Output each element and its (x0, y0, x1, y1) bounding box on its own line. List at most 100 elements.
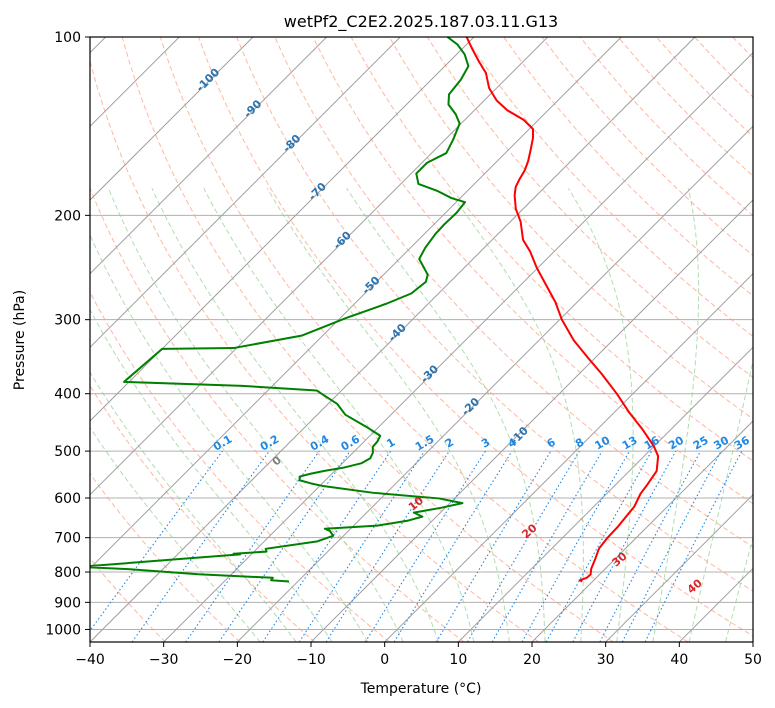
isotherm (90, 37, 401, 349)
mixing-ratio-label: 0.6 (339, 432, 363, 453)
y-tick-label: 900 (54, 595, 81, 611)
mixing-ratio-line (218, 450, 351, 642)
mixing-ratio-label: 2 (443, 436, 456, 451)
x-axis-label: Temperature (°C) (360, 681, 482, 697)
isotherm (236, 125, 753, 642)
mixing-ratio-line (572, 450, 677, 642)
isotherm (90, 37, 475, 422)
mixing-ratio-line (545, 450, 653, 642)
isotherm (90, 37, 254, 201)
moist-adiabat (90, 308, 333, 642)
moist-adiabat-label: 0 (270, 453, 284, 468)
isotherm (678, 567, 753, 642)
mixing-ratio-line (621, 450, 722, 642)
isotherm (90, 37, 328, 275)
mixing-ratio-label: 0.2 (258, 433, 281, 454)
mixing-ratio-label: 10 (593, 433, 613, 452)
mixing-ratio-line (185, 450, 320, 642)
mixing-ratio-label: 30 (711, 433, 731, 452)
dry-adiabat (90, 186, 465, 642)
y-axis-label: Pressure (hPa) (12, 290, 28, 390)
isotherm (90, 37, 622, 570)
dry-adiabat (694, 37, 753, 98)
mixing-ratio-label: 1.5 (413, 433, 436, 454)
isotherm-label: -50 (359, 273, 382, 296)
moist-adiabat (90, 371, 297, 642)
mixing-ratio-line (644, 450, 743, 642)
isotherm-label: -40 (386, 321, 409, 344)
isotherm-label: -90 (241, 97, 264, 120)
dry-adiabat (541, 37, 753, 257)
mixing-ratio-line (435, 450, 552, 642)
isotherm (163, 51, 753, 642)
y-tick-label: 400 (54, 387, 81, 403)
moist-adiabat (652, 188, 700, 642)
mixing-ratio-line (325, 450, 450, 642)
moist-adiabat (725, 536, 753, 642)
moist-adiabat (446, 187, 584, 642)
dry-adiabat (90, 291, 390, 642)
x-tick-label: −10 (296, 652, 326, 668)
moist-adiabat (568, 187, 634, 642)
mixing-ratio-line (131, 450, 270, 642)
mixing-ratio-label: 6 (545, 435, 558, 450)
isotherm-label: -70 (306, 180, 329, 203)
dry-adiabat (426, 37, 753, 378)
dry-adiabat (90, 384, 316, 642)
x-tick-label: −40 (75, 652, 105, 668)
dry-adiabat (90, 557, 166, 642)
isotherm-label: -100 (194, 66, 223, 95)
chart-title: wetPf2_C2E2.2025.187.03.11.G13 (284, 12, 558, 32)
isotherm (310, 199, 753, 642)
dry-adiabat (159, 37, 689, 642)
plot-frame (89, 36, 754, 643)
y-tick-label: 1000 (45, 622, 81, 638)
x-tick-label: 40 (670, 652, 688, 668)
dry-adiabat (771, 37, 775, 642)
moist-adiabat (90, 426, 261, 642)
isotherm-label: -60 (331, 229, 354, 252)
y-axis: 100 200 300 400 500 600 700 800 900 1000 (45, 30, 90, 638)
isotherm (752, 641, 753, 642)
dry-adiabat (274, 37, 753, 548)
x-tick-label: −30 (149, 652, 179, 668)
moist-adiabat (151, 188, 439, 642)
mixing-ratio-line (364, 450, 486, 642)
y-tick-label: 100 (54, 30, 81, 46)
moist-adiabat (688, 358, 753, 642)
moist-adiabat (107, 188, 404, 642)
isotherm-label: -30 (418, 362, 441, 385)
moist-adiabat-label: 40 (685, 576, 705, 596)
dry-adiabat (90, 59, 540, 642)
mixing-ratio-label: 13 (620, 434, 640, 453)
mixing-ratio-label: 20 (666, 433, 686, 452)
mixing-ratio-line (393, 450, 513, 642)
y-tick-label: 600 (54, 491, 81, 507)
dry-adiabat (121, 37, 614, 642)
x-tick-label: 20 (523, 652, 541, 668)
dry-adiabat (350, 37, 753, 462)
dry-adiabat (503, 37, 753, 297)
mixing-ratio-line (90, 450, 223, 632)
y-tick-label: 500 (54, 444, 81, 460)
dry-adiabat (90, 472, 241, 642)
moist-adiabat (346, 187, 546, 642)
x-tick-label: −20 (223, 652, 253, 668)
x-axis: −40 −30 −20 −10 0 10 20 30 40 50 (75, 642, 762, 668)
mixing-ratio-label: 3 (479, 436, 492, 451)
dry-adiabat (655, 37, 753, 138)
isotherm (605, 493, 753, 642)
dry-adiabat (732, 37, 753, 59)
plot-area: 0.1 0.2 0.4 0.6 1 1.5 2 3 4 6 8 10 13 16 20 25 30 3601020… (90, 37, 775, 642)
x-tick-label: 0 (380, 652, 389, 668)
isotherm (90, 37, 549, 496)
dry-adiabat (236, 37, 753, 592)
x-tick-label: 10 (449, 652, 467, 668)
dry-adiabat (198, 37, 753, 637)
y-tick-label: 700 (54, 531, 81, 547)
y-tick-label: 200 (54, 208, 81, 224)
x-tick-label: 50 (744, 652, 762, 668)
mixing-ratio-line (521, 450, 630, 642)
mixing-ratio-label: 25 (691, 434, 711, 453)
